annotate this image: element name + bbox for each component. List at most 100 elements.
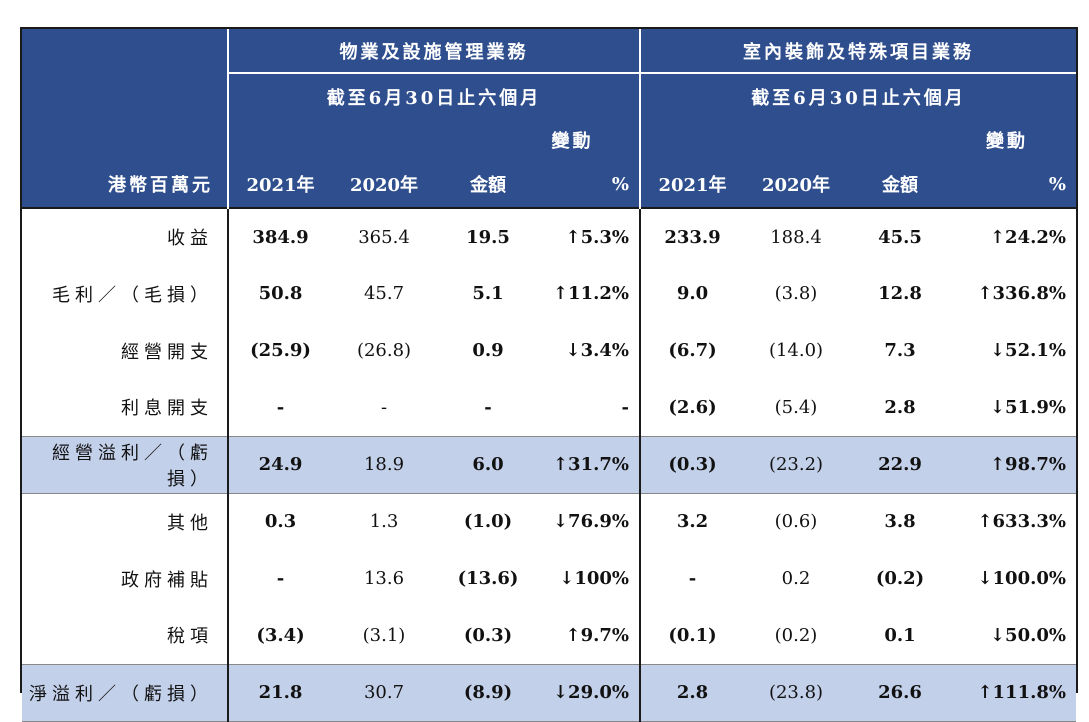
value-2020: 18.9 bbox=[332, 435, 436, 494]
value-2021: 9.0 bbox=[639, 265, 744, 322]
value-2021: (0.1) bbox=[639, 607, 744, 664]
change-percent: ↑633.3% bbox=[977, 511, 1066, 533]
table-body: 收益 384.9 365.4 19.5 ↑5.3% 233.9 188.4 45.5 ↑24.2… bbox=[22, 207, 1076, 722]
header-corner bbox=[22, 29, 228, 73]
change-amount: 7.3 bbox=[884, 340, 916, 361]
change-amount: 26.6 bbox=[848, 663, 952, 722]
table-header: 物業及設施管理業務 室內裝飾及特殊項目業務 截至6月30日止六個月 截至6月30… bbox=[22, 29, 1076, 208]
row-label: 經營溢利／（虧損） bbox=[22, 435, 228, 494]
table-row: 利息開支 - - - - (2.6) (5.4) 2.8 ↓51.9% bbox=[22, 379, 1076, 436]
change-percent: ↓29.0% bbox=[540, 663, 640, 722]
col-amount: 金額 bbox=[436, 161, 540, 208]
row-label: 政府補貼 bbox=[121, 569, 213, 591]
change-amount: (0.2) bbox=[875, 568, 925, 589]
value-2021: 24.9 bbox=[227, 435, 332, 494]
change-amount: 45.5 bbox=[848, 207, 952, 265]
value-2020: (23.8) bbox=[744, 663, 848, 722]
value-2021: - bbox=[639, 550, 744, 607]
row-label: 稅項 bbox=[167, 626, 213, 648]
value-2020: 30.7 bbox=[332, 663, 436, 722]
change-amount: 3.8 bbox=[884, 511, 916, 533]
table-row: 稅項 (3.4) (3.1) (0.3) ↑9.7% (0.1) (0.2) 0.1 ↓50.0… bbox=[22, 607, 1076, 664]
row-label: 毛利／（毛損） bbox=[52, 284, 213, 306]
change-percent: ↑11.2% bbox=[552, 283, 629, 304]
row-label: 淨溢利／（虧損） bbox=[22, 663, 228, 722]
value-2021: 233.9 bbox=[639, 207, 744, 265]
col-2021: 2021年 bbox=[639, 161, 744, 208]
change-percent: ↓50.0% bbox=[989, 624, 1066, 646]
change-amount: 2.8 bbox=[884, 396, 916, 418]
change-percent: ↑336.8% bbox=[977, 283, 1066, 304]
change-amount: 22.9 bbox=[848, 435, 952, 494]
change-percent: ↑111.8% bbox=[952, 663, 1076, 722]
value-2021: (6.7) bbox=[639, 322, 744, 379]
col-amount: 金額 bbox=[848, 161, 952, 208]
value-2020: - bbox=[380, 396, 388, 418]
segment-results-table: 物業及設施管理業務 室內裝飾及特殊項目業務 截至6月30日止六個月 截至6月30… bbox=[22, 29, 1076, 722]
value-2021: (3.4) bbox=[227, 607, 332, 664]
table-row: 淨溢利／（虧損） 21.8 30.7 (8.9) ↓29.0% 2.8 (23.8) 26.6… bbox=[22, 663, 1076, 722]
change-percent: ↑98.7% bbox=[952, 435, 1076, 494]
value-2020: 1.3 bbox=[369, 511, 399, 533]
change-amount: (13.6) bbox=[457, 568, 519, 589]
value-2020: 13.6 bbox=[363, 568, 405, 589]
col-percent: % bbox=[952, 161, 1076, 208]
table-row: 收益 384.9 365.4 19.5 ↑5.3% 233.9 188.4 45.5 ↑24.2… bbox=[22, 207, 1076, 265]
change-amount: (1.0) bbox=[463, 511, 513, 533]
value-2021: (25.9) bbox=[227, 322, 332, 379]
row-label: 收益 bbox=[22, 207, 228, 265]
unit-label: 港幣百萬元 bbox=[22, 161, 228, 208]
change-amount: 5.1 bbox=[472, 283, 504, 304]
value-2021: 50.8 bbox=[227, 265, 332, 322]
value-2020: (5.4) bbox=[774, 396, 818, 418]
change-percent: ↓76.9% bbox=[552, 511, 629, 533]
value-2021: 384.9 bbox=[227, 207, 332, 265]
value-2020: (0.6) bbox=[774, 511, 818, 533]
value-2020: (23.2) bbox=[744, 435, 848, 494]
change-amount: 19.5 bbox=[436, 207, 540, 265]
table-row: 政府補貼 -13.6 (13.6) ↓100% -0.2 (0.2) ↓100.0% bbox=[22, 550, 1076, 607]
change-amount: 12.8 bbox=[878, 283, 922, 304]
value-2020: 0.2 bbox=[781, 568, 811, 589]
col-2020: 2020年 bbox=[332, 161, 436, 208]
table-row: 經營開支 (25.9) (26.8) 0.9 ↓3.4% (6.7) (14.0) 7.3 ↓5… bbox=[22, 322, 1076, 379]
value-2020: (3.8) bbox=[774, 283, 818, 304]
value-2020: (3.1) bbox=[362, 624, 406, 646]
value-2020: (14.0) bbox=[768, 340, 824, 361]
change-percent: ↑24.2% bbox=[952, 207, 1076, 265]
value-2021: 2.8 bbox=[639, 663, 744, 722]
table-row: 其他 0.3 1.3 (1.0) ↓76.9% 3.2 (0.6) 3.8 ↑633.3% bbox=[22, 493, 1076, 550]
change-amount: (8.9) bbox=[436, 663, 540, 722]
value-2021: - bbox=[227, 550, 332, 607]
value-2021: (0.3) bbox=[639, 435, 744, 494]
segment2-period: 截至6月30日止六個月 bbox=[639, 73, 1076, 119]
change-percent: ↓100.0% bbox=[977, 568, 1066, 589]
value-2020: 188.4 bbox=[744, 207, 848, 265]
change-amount: 6.0 bbox=[436, 435, 540, 494]
row-label: 利息開支 bbox=[121, 398, 213, 420]
change-percent: ↓52.1% bbox=[989, 340, 1066, 361]
segment1-change-label: 變動 bbox=[436, 119, 640, 161]
change-percent: ↑9.7% bbox=[565, 624, 629, 646]
value-2020: (0.2) bbox=[774, 624, 818, 646]
value-2021: - bbox=[227, 379, 332, 436]
row-label: 其他 bbox=[167, 512, 213, 534]
change-percent: ↑31.7% bbox=[540, 435, 640, 494]
segment2-change-label: 變動 bbox=[848, 119, 1076, 161]
value-2021: 3.2 bbox=[639, 493, 744, 550]
change-percent: ↑5.3% bbox=[540, 207, 640, 265]
change-amount: 0.9 bbox=[472, 340, 504, 361]
change-percent: - bbox=[621, 396, 629, 418]
change-amount: - bbox=[484, 396, 492, 418]
financial-table-frame: 物業及設施管理業務 室內裝飾及特殊項目業務 截至6月30日止六個月 截至6月30… bbox=[20, 27, 1078, 722]
segment1-title: 物業及設施管理業務 bbox=[227, 29, 640, 74]
value-2020: 365.4 bbox=[332, 207, 436, 265]
change-amount: 0.1 bbox=[884, 624, 916, 646]
col-2021: 2021年 bbox=[227, 161, 332, 208]
change-percent: ↓3.4% bbox=[565, 340, 629, 361]
value-2020: 45.7 bbox=[363, 283, 405, 304]
table-row: 經營溢利／（虧損） 24.9 18.9 6.0 ↑31.7% (0.3) (23.2) 22.… bbox=[22, 435, 1076, 494]
change-percent: ↓51.9% bbox=[989, 396, 1066, 418]
table-row: 毛利／（毛損） 50.8 45.7 5.1 ↑11.2% 9.0 (3.8) 12.8 ↑336… bbox=[22, 265, 1076, 322]
value-2021: (2.6) bbox=[639, 379, 744, 436]
